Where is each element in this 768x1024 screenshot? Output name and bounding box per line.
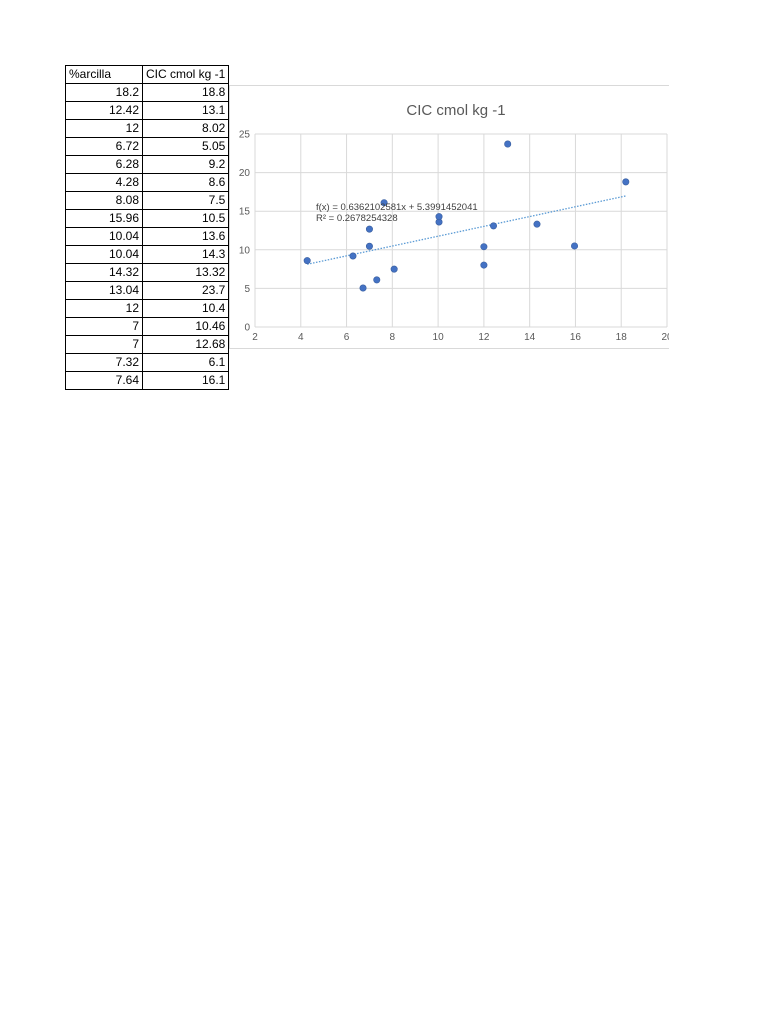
cell-arcilla[interactable]: 10.04 — [65, 227, 143, 246]
cell-arcilla[interactable]: 12 — [65, 299, 143, 318]
cell-cic[interactable]: 13.32 — [141, 263, 230, 282]
x-tick-label: 4 — [298, 332, 304, 343]
table-row: 10.04 14.3 — [65, 245, 230, 264]
trendline — [307, 195, 626, 265]
y-tick-label: 15 — [239, 207, 251, 218]
x-tick-label: 18 — [616, 332, 628, 343]
cell-cic[interactable]: 8.02 — [141, 119, 230, 138]
y-tick-label: 5 — [244, 284, 250, 295]
data-point — [622, 178, 630, 186]
table-row: 7.64 16.1 — [65, 371, 230, 390]
x-tick-label: 2 — [252, 332, 258, 343]
cell-cic[interactable]: 10.4 — [141, 299, 230, 318]
cell-cic[interactable]: 6.1 — [141, 353, 230, 372]
table-row: 6.72 5.05 — [65, 137, 230, 156]
y-tick-label: 20 — [239, 168, 251, 179]
grid-layer — [254, 133, 668, 328]
cell-arcilla[interactable]: 6.72 — [65, 137, 143, 156]
table-row: 6.28 9.2 — [65, 155, 230, 174]
cell-arcilla[interactable]: 18.2 — [65, 83, 143, 102]
table-row: 7 10.46 — [65, 317, 230, 336]
data-point — [349, 252, 357, 260]
data-point — [571, 242, 579, 250]
table-row: 10.04 13.6 — [65, 227, 230, 246]
cell-arcilla[interactable]: 6.28 — [65, 155, 143, 174]
scatter-chart[interactable]: CIC cmol kg -1 0 5 10 15 20 25 2 4 6 8 10 12 14 16 18 2… — [229, 85, 669, 349]
cell-cic[interactable]: 23.7 — [141, 281, 230, 300]
cell-arcilla[interactable]: 13.04 — [65, 281, 143, 300]
cell-cic[interactable]: 8.6 — [141, 173, 230, 192]
table-row: 7.32 6.1 — [65, 353, 230, 372]
x-tick-label: 6 — [344, 332, 350, 343]
x-tick-label: 12 — [478, 332, 490, 343]
cell-arcilla[interactable]: 7 — [65, 317, 143, 336]
chart-title: CIC cmol kg -1 — [406, 102, 505, 119]
cell-cic[interactable]: 13.1 — [141, 101, 230, 120]
table-row: 14.32 13.32 — [65, 263, 230, 282]
table-row: 12 8.02 — [65, 119, 230, 138]
table-header-row: %arcilla CIC cmol kg -1 — [65, 65, 230, 84]
data-point — [435, 213, 443, 221]
cell-cic[interactable]: 12.68 — [141, 335, 230, 354]
table-row: 13.04 23.7 — [65, 281, 230, 300]
points-layer — [303, 140, 630, 292]
data-point — [373, 276, 381, 284]
data-table: %arcilla CIC cmol kg -1 18.2 18.8 12.42 13.… — [65, 65, 230, 390]
cell-cic[interactable]: 13.6 — [141, 227, 230, 246]
table-row: 12.42 13.1 — [65, 101, 230, 120]
data-point — [504, 140, 512, 148]
cell-arcilla[interactable]: 14.32 — [65, 263, 143, 282]
column-header-cic[interactable]: CIC cmol kg -1 — [141, 65, 230, 84]
trendline-r-squared: R² = 0.2678254328 — [316, 213, 398, 224]
cell-arcilla[interactable]: 7.32 — [65, 353, 143, 372]
table-row: 15.96 10.5 — [65, 209, 230, 228]
trendline-equation: f(x) = 0.6362102581x + 5.3991452041 — [316, 202, 478, 213]
cell-cic[interactable]: 7.5 — [141, 191, 230, 210]
x-tick-label: 8 — [390, 332, 396, 343]
table-row: 12 10.4 — [65, 299, 230, 318]
cell-cic[interactable]: 18.8 — [141, 83, 230, 102]
data-point — [365, 242, 373, 250]
cell-arcilla[interactable]: 7.64 — [65, 371, 143, 390]
cell-arcilla[interactable]: 10.04 — [65, 245, 143, 264]
x-tick-label: 16 — [570, 332, 582, 343]
data-point — [490, 222, 498, 230]
cell-cic[interactable]: 9.2 — [141, 155, 230, 174]
data-point — [480, 261, 488, 269]
trendline-layer — [307, 195, 626, 265]
data-point — [380, 199, 388, 207]
y-tick-label: 10 — [239, 245, 251, 256]
column-header-arcilla[interactable]: %arcilla — [65, 65, 143, 84]
data-point — [359, 284, 367, 292]
data-point — [390, 265, 398, 273]
table-row: 7 12.68 — [65, 335, 230, 354]
cell-arcilla[interactable]: 12 — [65, 119, 143, 138]
y-tick-label: 0 — [244, 323, 250, 334]
x-tick-label: 10 — [433, 332, 445, 343]
cell-arcilla[interactable]: 7 — [65, 335, 143, 354]
x-tick-label: 14 — [524, 332, 536, 343]
data-point — [533, 220, 541, 228]
cell-cic[interactable]: 16.1 — [141, 371, 230, 390]
table-row: 8.08 7.5 — [65, 191, 230, 210]
cell-arcilla[interactable]: 8.08 — [65, 191, 143, 210]
cell-cic[interactable]: 14.3 — [141, 245, 230, 264]
cell-arcilla[interactable]: 4.28 — [65, 173, 143, 192]
data-point — [365, 225, 373, 233]
chart-canvas: CIC cmol kg -1 0 5 10 15 20 25 2 4 6 8 10 12 14 16 18 2… — [239, 102, 669, 344]
cell-cic[interactable]: 10.5 — [141, 209, 230, 228]
data-point — [480, 243, 488, 251]
table-row: 18.2 18.8 — [65, 83, 230, 102]
table-row: 4.28 8.6 — [65, 173, 230, 192]
cell-cic[interactable]: 10.46 — [141, 317, 230, 336]
y-tick-label: 25 — [239, 130, 251, 141]
axis-labels: 0 5 10 15 20 25 2 4 6 8 10 12 14 16 18 20 — [239, 130, 669, 344]
data-point — [303, 257, 311, 265]
x-tick-label: 20 — [661, 332, 669, 343]
cell-arcilla[interactable]: 15.96 — [65, 209, 143, 228]
cell-cic[interactable]: 5.05 — [141, 137, 230, 156]
cell-arcilla[interactable]: 12.42 — [65, 101, 143, 120]
